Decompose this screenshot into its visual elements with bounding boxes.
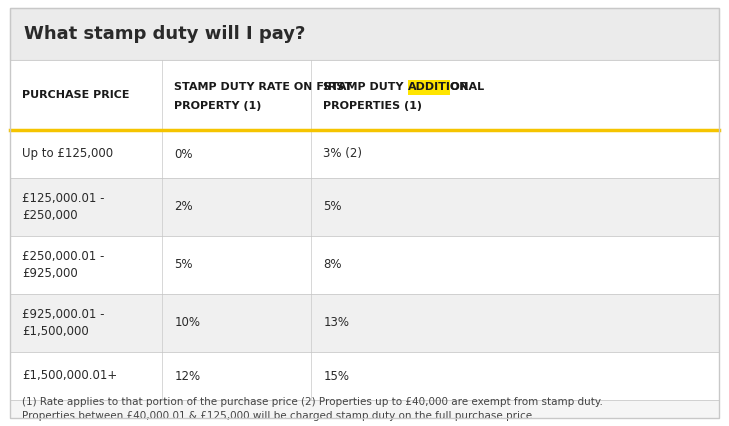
Bar	[10, 294, 719, 352]
Text: STAMP DUTY RATE ON FIRST: STAMP DUTY RATE ON FIRST	[174, 82, 353, 92]
Text: 3% (2): 3% (2)	[324, 147, 362, 161]
Bar	[408, 80, 450, 95]
Bar	[10, 400, 719, 418]
Text: PROPERTIES (1): PROPERTIES (1)	[324, 101, 422, 111]
Text: PROPERTY (1): PROPERTY (1)	[174, 101, 262, 111]
Text: ADDITIONAL: ADDITIONAL	[408, 82, 485, 92]
Text: Up to £125,000: Up to £125,000	[22, 147, 113, 161]
Text: PURCHASE PRICE: PURCHASE PRICE	[22, 90, 130, 100]
Text: 13%: 13%	[324, 317, 349, 329]
Bar	[10, 60, 719, 130]
Text: £925,000.01 -
£1,500,000: £925,000.01 - £1,500,000	[22, 308, 104, 338]
Text: 12%: 12%	[174, 369, 200, 383]
Text: 2%: 2%	[174, 201, 193, 213]
Bar	[10, 236, 719, 294]
Bar	[10, 8, 719, 60]
Bar	[10, 130, 719, 178]
Text: £1,500,000.01+: £1,500,000.01+	[22, 369, 117, 383]
Text: 15%: 15%	[324, 369, 349, 383]
Text: £125,000.01 -
£250,000: £125,000.01 - £250,000	[22, 192, 104, 222]
Text: 5%: 5%	[324, 201, 342, 213]
Text: 5%: 5%	[174, 259, 193, 271]
Text: What stamp duty will I pay?: What stamp duty will I pay?	[24, 25, 305, 43]
Bar	[10, 178, 719, 236]
Text: 0%: 0%	[174, 147, 193, 161]
Text: (1) Rate applies to that portion of the purchase price (2) Properties up to £40,: (1) Rate applies to that portion of the …	[22, 397, 603, 421]
Text: 8%: 8%	[324, 259, 342, 271]
Bar	[10, 352, 719, 400]
Text: STAMP DUTY RATE FOR: STAMP DUTY RATE FOR	[324, 82, 472, 92]
Text: 10%: 10%	[174, 317, 200, 329]
Text: £250,000.01 -
£925,000: £250,000.01 - £925,000	[22, 250, 104, 280]
